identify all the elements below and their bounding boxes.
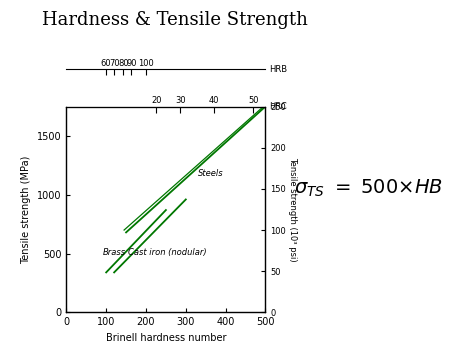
Text: Cast iron (nodular): Cast iron (nodular) xyxy=(128,248,207,257)
X-axis label: Brinell hardness number: Brinell hardness number xyxy=(106,333,226,343)
Text: HRC: HRC xyxy=(269,102,287,111)
Text: Steels: Steels xyxy=(198,169,223,178)
Text: HRB: HRB xyxy=(269,65,288,74)
Text: Hardness & Tensile Strength: Hardness & Tensile Strength xyxy=(43,11,308,29)
Text: $\sigma_{TS}\ =\ 500{\times}HB$: $\sigma_{TS}\ =\ 500{\times}HB$ xyxy=(294,178,443,199)
Text: Brass: Brass xyxy=(103,248,126,257)
Y-axis label: Tensile strength (MPa): Tensile strength (MPa) xyxy=(21,155,31,264)
Y-axis label: Tensile strength (10³ psi): Tensile strength (10³ psi) xyxy=(288,157,297,262)
